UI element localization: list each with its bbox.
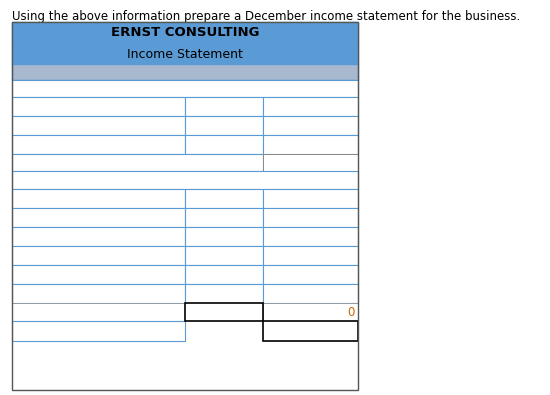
Bar	[12, 246, 185, 265]
Bar	[12, 116, 185, 135]
Bar	[12, 227, 185, 246]
Bar	[263, 303, 358, 321]
Bar	[12, 284, 185, 303]
Bar	[12, 154, 263, 171]
Bar	[263, 284, 358, 303]
Text: ERNST CONSULTING: ERNST CONSULTING	[111, 26, 259, 40]
Bar	[185, 303, 263, 321]
Bar	[12, 171, 358, 189]
Bar	[12, 265, 185, 284]
Bar	[12, 22, 358, 44]
Bar	[12, 321, 185, 341]
Bar	[12, 80, 358, 97]
Bar	[12, 97, 185, 116]
Bar	[185, 246, 263, 265]
Bar	[12, 22, 358, 390]
Bar	[263, 208, 358, 227]
Bar	[12, 189, 185, 208]
Bar	[185, 116, 263, 135]
Bar	[185, 135, 263, 154]
Text: Income Statement: Income Statement	[127, 47, 243, 60]
Bar	[263, 154, 358, 171]
Bar	[263, 321, 358, 341]
Bar	[263, 265, 358, 284]
Bar	[185, 284, 263, 303]
Bar	[12, 208, 185, 227]
Bar	[263, 227, 358, 246]
Bar	[12, 135, 185, 154]
Bar	[263, 189, 358, 208]
Bar	[185, 208, 263, 227]
Bar	[185, 189, 263, 208]
Bar	[12, 44, 358, 64]
Bar	[185, 265, 263, 284]
Bar	[185, 97, 263, 116]
Text: Using the above information prepare a December income statement for the business: Using the above information prepare a De…	[12, 10, 520, 23]
Bar	[185, 227, 263, 246]
Bar	[12, 303, 185, 321]
Bar	[263, 135, 358, 154]
Bar	[263, 116, 358, 135]
Bar	[263, 246, 358, 265]
Bar	[12, 64, 358, 80]
Text: 0: 0	[348, 305, 355, 318]
Bar	[263, 97, 358, 116]
